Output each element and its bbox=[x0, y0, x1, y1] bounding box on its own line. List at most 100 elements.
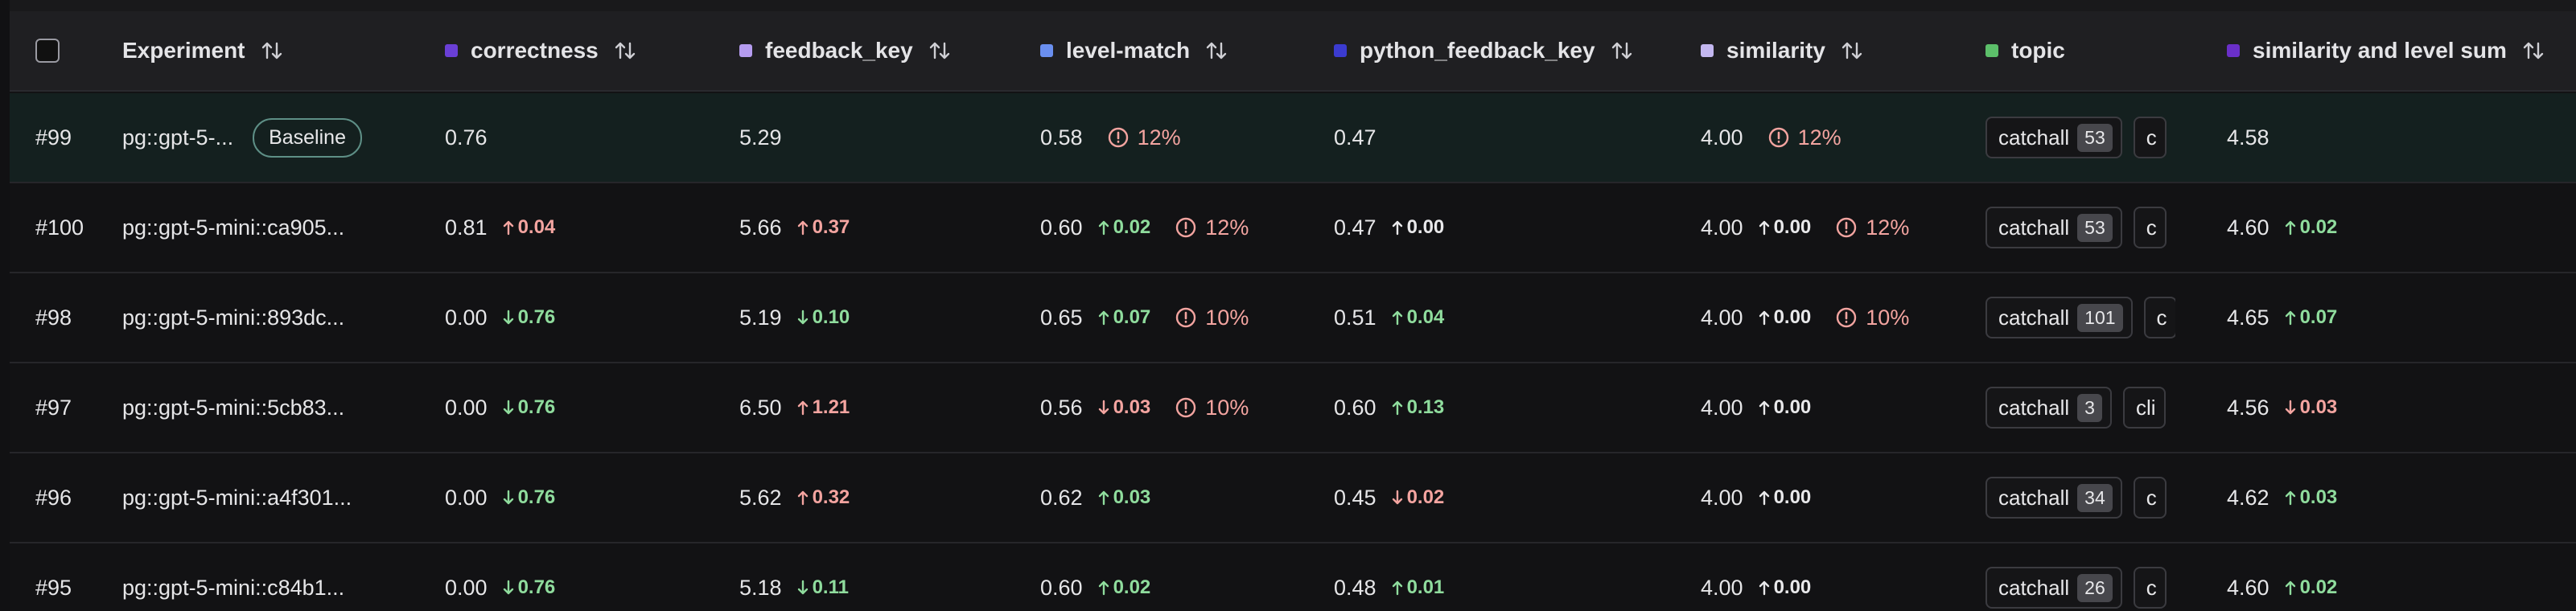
delta-value: 0.00 bbox=[1773, 486, 1812, 508]
error-rate-indicator[interactable]: 10% bbox=[1835, 306, 1909, 330]
topic-chip-overflow[interactable]: c bbox=[2143, 297, 2175, 338]
metric-color-swatch bbox=[739, 44, 752, 57]
metric-value: 0.00 bbox=[445, 485, 488, 510]
error-rate-indicator[interactable]: 12% bbox=[1175, 215, 1249, 240]
arrow-up-icon bbox=[1759, 490, 1769, 506]
col-header-label: Experiment bbox=[122, 38, 245, 63]
metric-value: 4.62 bbox=[2227, 485, 2269, 510]
delta-value: 0.13 bbox=[1406, 396, 1445, 418]
metric-value: 0.60 bbox=[1040, 215, 1083, 240]
experiment-id: #98 bbox=[35, 305, 72, 330]
table-header: Experiment correctness feedback_key level-… bbox=[10, 11, 2576, 92]
col-header-feedback-key[interactable]: feedback_key bbox=[739, 11, 1021, 90]
topic-cell: catchall 53 c bbox=[1985, 93, 2175, 182]
arrow-up-icon bbox=[2285, 490, 2295, 506]
level-match-cell: 0.62 0.03 bbox=[1040, 453, 1314, 542]
topic-chip[interactable]: catchall 34 bbox=[1985, 477, 2122, 519]
experiment-name-cell[interactable]: pg::gpt-5-mini::c84b1... bbox=[122, 543, 428, 611]
experiment-id-cell: #95 bbox=[35, 543, 116, 611]
table-row[interactable]: #99 pg::gpt-5-... Baseline 0.76 5.29 0.58 12% 0… bbox=[10, 93, 2576, 183]
feedback-key-cell: 5.29 bbox=[739, 93, 1021, 182]
delta-indicator: 0.76 bbox=[502, 486, 555, 509]
col-header-similarity[interactable]: similarity bbox=[1701, 11, 1966, 90]
table-row[interactable]: #95 pg::gpt-5-mini::c84b1... 0.00 0.76 5.18 0… bbox=[10, 543, 2576, 611]
similarity-and-level-sum-cell: 4.56 0.03 bbox=[2227, 363, 2565, 452]
delta-value: 0.10 bbox=[812, 306, 850, 328]
experiment-name[interactable]: pg::gpt-5-mini::893dc... bbox=[122, 305, 345, 330]
topic-chip-label: c bbox=[2156, 305, 2167, 330]
topic-chip[interactable]: catchall 26 bbox=[1985, 567, 2122, 609]
table-row[interactable]: #96 pg::gpt-5-mini::a4f301... 0.00 0.76 5.62… bbox=[10, 453, 2576, 543]
feedback-key-cell: 5.18 0.11 bbox=[739, 543, 1021, 611]
experiment-name[interactable]: pg::gpt-5-mini::a4f301... bbox=[122, 485, 352, 510]
metric-value: 0.65 bbox=[1040, 305, 1083, 330]
left-gutter bbox=[0, 0, 10, 611]
arrow-up-icon bbox=[1098, 220, 1109, 236]
topic-chip[interactable]: catchall 53 bbox=[1985, 117, 2122, 158]
topic-cell: catchall 26 c bbox=[1985, 543, 2175, 611]
experiment-name-cell[interactable]: pg::gpt-5-mini::5cb83... bbox=[122, 363, 428, 452]
sort-arrows-icon[interactable] bbox=[613, 39, 637, 63]
feedback-key-cell: 5.66 0.37 bbox=[739, 183, 1021, 272]
col-header-topic[interactable]: topic bbox=[1985, 11, 2187, 90]
topic-chip-overflow[interactable]: c bbox=[2133, 477, 2167, 519]
col-header-similarity-and-level-sum[interactable]: similarity and level sum bbox=[2227, 11, 2565, 90]
topic-chip-count: 26 bbox=[2077, 573, 2113, 602]
error-rate-indicator[interactable]: 12% bbox=[1835, 215, 1909, 240]
col-header-label: feedback_key bbox=[765, 38, 913, 63]
delta-value: 0.00 bbox=[1773, 306, 1812, 328]
delta-value: 0.32 bbox=[812, 486, 850, 508]
sort-arrows-icon[interactable] bbox=[2521, 39, 2545, 63]
col-header-level-match[interactable]: level-match bbox=[1040, 11, 1314, 90]
experiment-name[interactable]: pg::gpt-5-mini::ca905... bbox=[122, 215, 345, 240]
table-row[interactable]: #98 pg::gpt-5-mini::893dc... 0.00 0.76 5.19 0… bbox=[10, 273, 2576, 363]
error-rate-indicator[interactable]: 12% bbox=[1767, 125, 1841, 150]
experiment-name[interactable]: pg::gpt-5-mini::5cb83... bbox=[122, 395, 345, 420]
arrow-up-icon bbox=[503, 220, 513, 236]
topic-chip-label: catchall bbox=[1998, 215, 2070, 240]
topic-chip-overflow[interactable]: c bbox=[2133, 567, 2167, 609]
sort-arrows-icon[interactable] bbox=[260, 39, 284, 63]
delta-indicator: 0.00 bbox=[1758, 576, 1811, 599]
sort-arrows-icon[interactable] bbox=[1204, 39, 1228, 63]
topic-chip[interactable]: catchall 101 bbox=[1985, 297, 2133, 338]
error-rate-indicator[interactable]: 10% bbox=[1175, 306, 1249, 330]
experiment-name-cell[interactable]: pg::gpt-5-mini::893dc... bbox=[122, 273, 428, 362]
topic-chip-label: catchall bbox=[1998, 575, 2070, 600]
col-header-label: level-match bbox=[1066, 38, 1191, 63]
delta-indicator: 0.03 bbox=[1097, 486, 1150, 509]
experiment-name[interactable]: pg::gpt-5-mini::c84b1... bbox=[122, 575, 345, 600]
error-rate-value: 10% bbox=[1205, 305, 1249, 330]
delta-value: 0.03 bbox=[2299, 396, 2338, 418]
topic-chip[interactable]: catchall 3 bbox=[1985, 387, 2112, 429]
sort-arrows-icon[interactable] bbox=[1840, 39, 1864, 63]
delta-value: 0.02 bbox=[1113, 216, 1151, 238]
sort-arrows-icon[interactable] bbox=[928, 39, 952, 63]
error-rate-value: 12% bbox=[1797, 125, 1841, 150]
topic-chip[interactable]: catchall 53 bbox=[1985, 207, 2122, 248]
experiment-name-cell[interactable]: pg::gpt-5-mini::a4f301... bbox=[122, 453, 428, 542]
col-header-correctness[interactable]: correctness bbox=[445, 11, 718, 90]
error-rate-indicator[interactable]: 12% bbox=[1107, 125, 1181, 150]
error-rate-indicator[interactable]: 10% bbox=[1175, 396, 1249, 420]
topic-chip-overflow[interactable]: c bbox=[2133, 117, 2167, 158]
select-all-checkbox[interactable] bbox=[35, 39, 60, 63]
table-row[interactable]: #97 pg::gpt-5-mini::5cb83... 0.00 0.76 6.50 1… bbox=[10, 363, 2576, 453]
topic-chip-label: catchall bbox=[1998, 485, 2070, 510]
topic-chip-overflow[interactable]: cli bbox=[2122, 387, 2166, 429]
experiment-id-cell: #99 bbox=[35, 93, 116, 182]
experiment-name-cell[interactable]: pg::gpt-5-... Baseline bbox=[122, 93, 428, 182]
col-header-experiment[interactable]: Experiment bbox=[122, 11, 348, 90]
experiment-name-cell[interactable]: pg::gpt-5-mini::ca905... bbox=[122, 183, 428, 272]
topic-chip-overflow[interactable]: c bbox=[2133, 207, 2167, 248]
delta-value: 0.04 bbox=[1406, 306, 1445, 328]
experiment-id: #96 bbox=[35, 485, 72, 510]
metric-value: 0.56 bbox=[1040, 395, 1083, 420]
col-header-python-feedback-key[interactable]: python_feedback_key bbox=[1334, 11, 1680, 90]
experiment-id-cell: #97 bbox=[35, 363, 116, 452]
table-row[interactable]: #100 pg::gpt-5-mini::ca905... 0.81 0.04 5.66… bbox=[10, 183, 2576, 273]
experiment-name[interactable]: pg::gpt-5-... bbox=[122, 125, 234, 150]
sort-arrows-icon[interactable] bbox=[1610, 39, 1634, 63]
arrow-up-icon bbox=[1392, 220, 1402, 236]
